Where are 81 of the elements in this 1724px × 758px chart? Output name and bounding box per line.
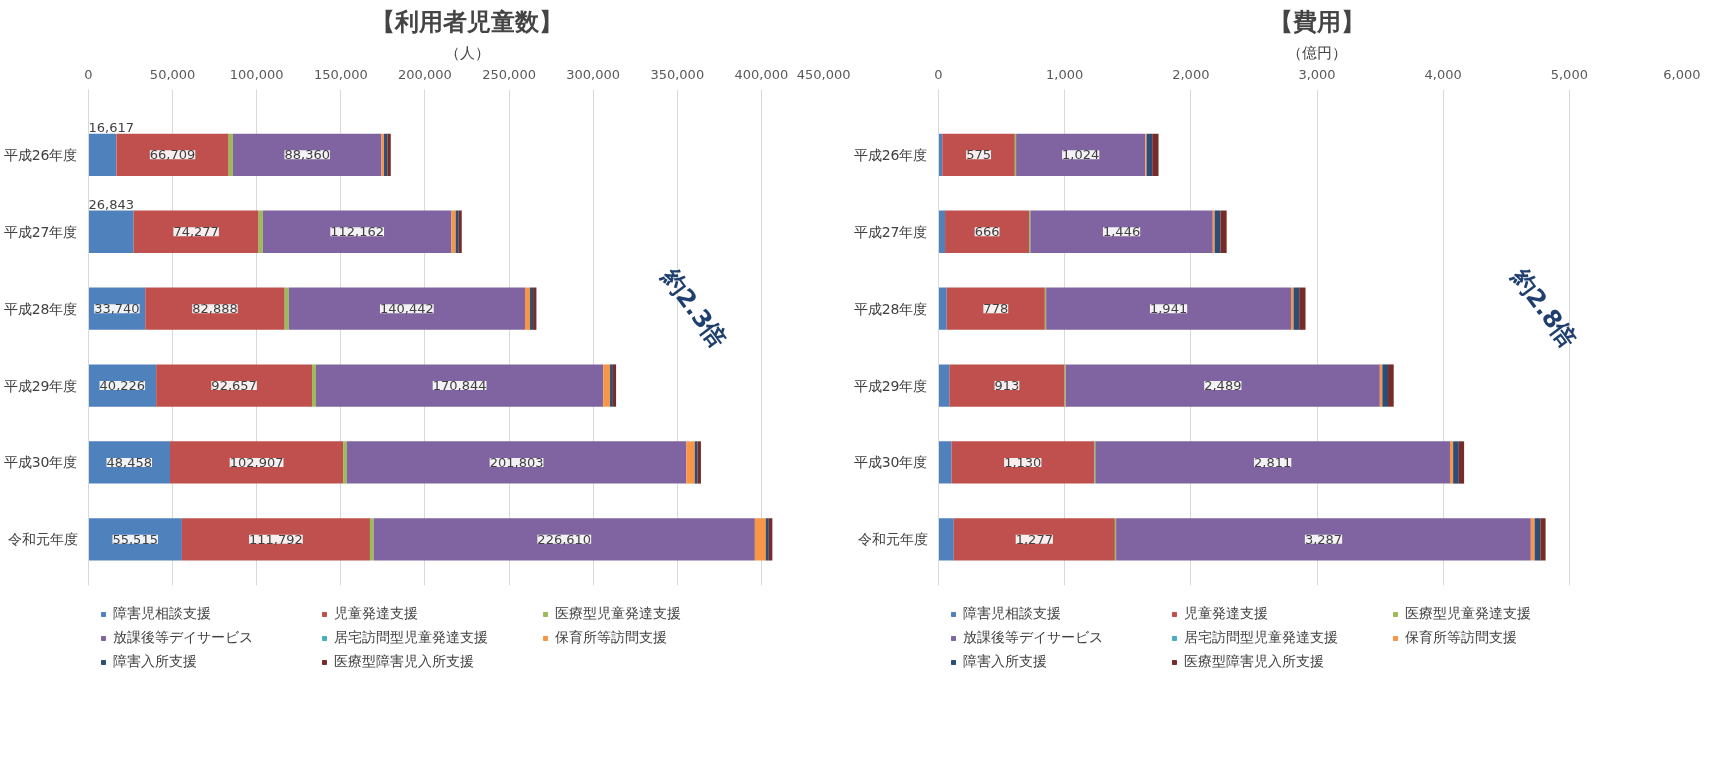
data-label: 778: [983, 301, 1009, 317]
data-label: 82,888: [192, 301, 238, 317]
chart-title: 【利用者児童数】: [371, 7, 563, 36]
legend-label: 医療型障害児入所支援: [1184, 653, 1325, 671]
legend-label: 居宅訪問型児童発達支援: [1184, 629, 1339, 647]
x-tick-label: 1,000: [1046, 66, 1084, 82]
data-label: 16,617: [88, 119, 134, 135]
legend-label: 障害入所支援: [963, 653, 1048, 671]
data-label: 3,287: [1304, 531, 1343, 547]
annotation: 約2.8倍: [1505, 263, 1583, 354]
y-tick-label: 平成28年度: [853, 300, 928, 317]
legend-label: 医療型児童発達支援: [555, 605, 682, 623]
legend-label: 居宅訪問型児童発達支援: [334, 629, 489, 647]
data-label: 170,844: [432, 378, 487, 394]
x-tick-label: 5,000: [1550, 66, 1588, 82]
x-tick-label: 3,000: [1298, 66, 1336, 82]
x-tick-label: 150,000: [313, 66, 368, 82]
y-tick-label: 平成30年度: [853, 454, 928, 471]
x-tick-label: 250,000: [482, 66, 536, 82]
legend-label: 放課後等デイサービス: [113, 629, 254, 647]
data-label: 1,130: [1004, 454, 1042, 470]
chart-title: 【費用】: [1269, 7, 1365, 36]
y-tick-label: 平成29年度: [3, 377, 78, 394]
data-label: 1,446: [1102, 224, 1141, 240]
legend-label: 障害児相談支援: [113, 605, 212, 623]
legend-label: 放課後等デイサービス: [963, 629, 1104, 647]
x-tick-label: 6,000: [1663, 66, 1701, 82]
data-label: 111,792: [249, 531, 303, 547]
y-tick-label: 令和元年度: [7, 531, 78, 548]
legend-label: 児童発達支援: [1184, 605, 1269, 623]
data-label: 55,515: [112, 531, 158, 547]
data-label: 40,226: [99, 378, 146, 394]
x-axis-title: （億円）: [1287, 43, 1347, 62]
x-tick-label: 400,000: [734, 66, 789, 82]
y-tick-label: 平成26年度: [3, 146, 78, 163]
data-label: 1,024: [1062, 147, 1100, 163]
legend-label: 医療型障害児入所支援: [334, 653, 475, 671]
data-label: 88,360: [284, 147, 330, 163]
data-label: 140,442: [379, 301, 434, 317]
data-label: 33,740: [94, 301, 140, 317]
y-tick-label: 平成29年度: [853, 377, 928, 394]
data-label: 102,907: [229, 454, 284, 470]
x-tick-label: 2,000: [1172, 66, 1210, 82]
data-label: 913: [994, 378, 1020, 394]
x-tick-label: 450,000: [796, 66, 851, 82]
y-tick-label: 平成30年度: [3, 454, 78, 471]
data-label: 226,610: [537, 531, 592, 547]
legend-label: 医療型児童発達支援: [1405, 605, 1532, 623]
data-label: 2,489: [1204, 378, 1242, 394]
data-label: 66,709: [149, 147, 196, 163]
legend-label: 児童発達支援: [334, 605, 419, 623]
data-label: 1,941: [1149, 301, 1188, 317]
x-axis-title: （人）: [444, 43, 490, 62]
data-label: 1,277: [1015, 531, 1053, 547]
x-tick-label: 200,000: [398, 66, 452, 82]
x-tick-label: 0: [934, 66, 943, 82]
legend-label: 障害入所支援: [113, 653, 198, 671]
y-tick-label: 平成27年度: [3, 223, 78, 240]
x-tick-label: 100,000: [229, 66, 284, 82]
x-tick-label: 350,000: [650, 66, 705, 82]
data-label: 575: [966, 147, 991, 163]
data-label: 48,458: [106, 454, 153, 470]
annotation: 約2.3倍: [655, 263, 733, 354]
legend-label: 障害児相談支援: [963, 605, 1062, 623]
x-tick-label: 0: [84, 66, 93, 82]
x-tick-label: 300,000: [566, 66, 621, 82]
y-tick-label: 令和元年度: [857, 531, 928, 548]
data-label: 112,162: [330, 224, 385, 240]
legend-label: 保育所等訪問支援: [555, 629, 668, 647]
y-tick-label: 平成27年度: [853, 223, 928, 240]
x-tick-label: 50,000: [149, 66, 196, 82]
data-label: 666: [974, 224, 1000, 240]
x-tick-label: 4,000: [1424, 66, 1462, 82]
y-tick-label: 平成26年度: [853, 146, 928, 163]
data-label: 74,277: [173, 224, 219, 240]
data-label: 201,803: [489, 454, 544, 470]
data-label: 26,843: [88, 196, 134, 212]
y-tick-label: 平成28年度: [3, 300, 78, 317]
data-label: 92,657: [211, 378, 257, 394]
legend-label: 保育所等訪問支援: [1405, 629, 1518, 647]
data-label: 2,811: [1254, 454, 1292, 470]
